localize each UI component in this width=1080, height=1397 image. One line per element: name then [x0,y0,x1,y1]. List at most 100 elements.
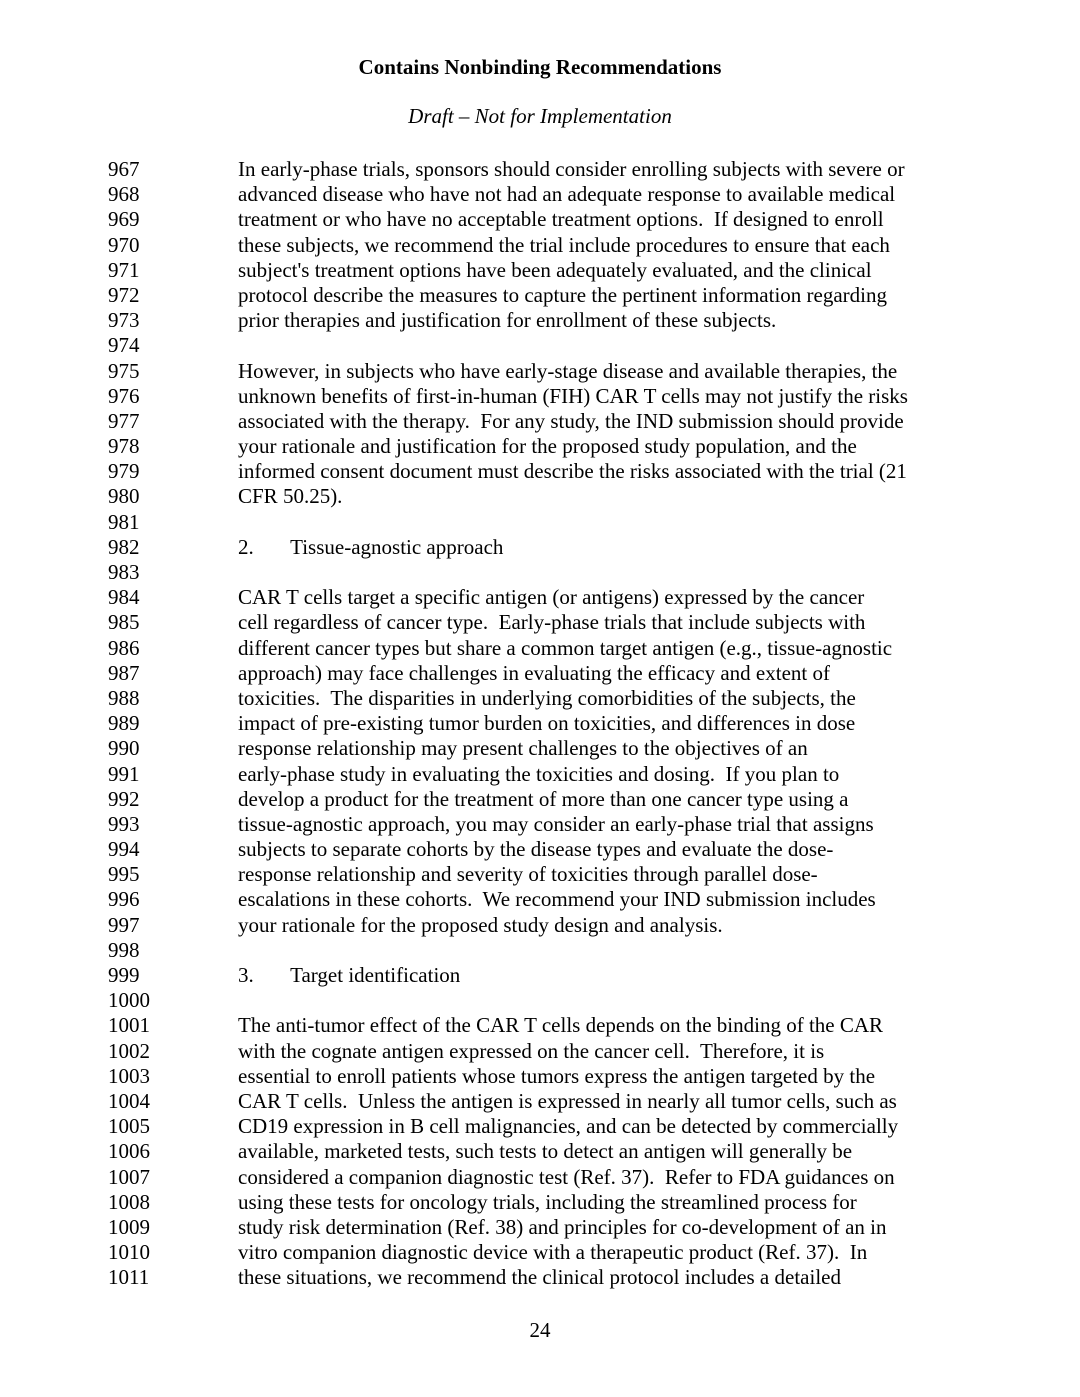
line-text: toxicities. The disparities in underlyin… [238,688,980,709]
line-number: 975 [100,361,238,382]
text-line: 985cell regardless of cancer type. Early… [100,612,980,633]
line-number: 992 [100,789,238,810]
text-line: 993tissue-agnostic approach, you may con… [100,814,980,835]
line-number: 973 [100,310,238,331]
text-line: 972protocol describe the measures to cap… [100,285,980,306]
line-text: In early-phase trials, sponsors should c… [238,159,980,180]
text-line: 971subject's treatment options have been… [100,260,980,281]
line-text: study risk determination (Ref. 38) and p… [238,1217,980,1238]
text-line: 1009study risk determination (Ref. 38) a… [100,1217,980,1238]
line-number: 967 [100,159,238,180]
text-line: 1008using these tests for oncology trial… [100,1192,980,1213]
line-text: impact of pre-existing tumor burden on t… [238,713,980,734]
line-text [238,990,980,1011]
line-text: CFR 50.25). [238,486,980,507]
line-number: 977 [100,411,238,432]
line-number: 984 [100,587,238,608]
line-text: subject's treatment options have been ad… [238,260,980,281]
line-number: 978 [100,436,238,457]
line-number: 970 [100,235,238,256]
line-number: 990 [100,738,238,759]
line-number: 998 [100,940,238,961]
line-text: response relationship and severity of to… [238,864,980,885]
text-line: 968advanced disease who have not had an … [100,184,980,205]
text-line: 976unknown benefits of first-in-human (F… [100,386,980,407]
line-number: 1002 [100,1041,238,1062]
line-number: 989 [100,713,238,734]
text-line: 977associated with the therapy. For any … [100,411,980,432]
line-number: 987 [100,663,238,684]
line-number: 980 [100,486,238,507]
text-line: 975However, in subjects who have early-s… [100,361,980,382]
line-number: 981 [100,512,238,533]
header-title-bold: Contains Nonbinding Recommendations [100,55,980,80]
line-text: vitro companion diagnostic device with a… [238,1242,980,1263]
line-text: essential to enroll patients whose tumor… [238,1066,980,1087]
line-text: prior therapies and justification for en… [238,310,980,331]
text-line: 998 [100,940,980,961]
line-text: considered a companion diagnostic test (… [238,1167,980,1188]
text-line: 981 [100,512,980,533]
line-text: However, in subjects who have early-stag… [238,361,980,382]
line-text: these subjects, we recommend the trial i… [238,235,980,256]
text-line: 986different cancer types but share a co… [100,638,980,659]
text-line: 989impact of pre-existing tumor burden o… [100,713,980,734]
text-line: 992develop a product for the treatment o… [100,789,980,810]
line-text [238,335,980,356]
text-line: 996escalations in these cohorts. We reco… [100,889,980,910]
text-line: 1002with the cognate antigen expressed o… [100,1041,980,1062]
line-number: 1005 [100,1116,238,1137]
line-number: 1010 [100,1242,238,1263]
header-title-italic: Draft – Not for Implementation [100,104,980,129]
line-text: unknown benefits of first-in-human (FIH)… [238,386,980,407]
text-line: 967In early-phase trials, sponsors shoul… [100,159,980,180]
line-number: 985 [100,612,238,633]
document-page: Contains Nonbinding Recommendations Draf… [0,0,1080,1383]
line-number: 986 [100,638,238,659]
line-text [238,562,980,583]
line-text: available, marketed tests, such tests to… [238,1141,980,1162]
line-number: 979 [100,461,238,482]
body-text: 967In early-phase trials, sponsors shoul… [100,159,980,1288]
line-number: 988 [100,688,238,709]
line-text: different cancer types but share a commo… [238,638,980,659]
line-text: these situations, we recommend the clini… [238,1267,980,1288]
text-line: 990response relationship may present cha… [100,738,980,759]
line-text: The anti-tumor effect of the CAR T cells… [238,1015,980,1036]
line-number: 1009 [100,1217,238,1238]
line-text: response relationship may present challe… [238,738,980,759]
line-number: 1008 [100,1192,238,1213]
line-number: 968 [100,184,238,205]
line-number: 1007 [100,1167,238,1188]
line-text: CD19 expression in B cell malignancies, … [238,1116,980,1137]
line-number: 994 [100,839,238,860]
text-line: 970these subjects, we recommend the tria… [100,235,980,256]
text-line: 988toxicities. The disparities in underl… [100,688,980,709]
line-text [238,940,980,961]
line-text: cell regardless of cancer type. Early-ph… [238,612,980,633]
text-line: 995response relationship and severity of… [100,864,980,885]
line-number: 997 [100,915,238,936]
line-text: approach) may face challenges in evaluat… [238,663,980,684]
line-number: 1001 [100,1015,238,1036]
line-number: 1006 [100,1141,238,1162]
text-line: 991early-phase study in evaluating the t… [100,764,980,785]
text-line: 9822. Tissue-agnostic approach [100,537,980,558]
text-line: 1006available, marketed tests, such test… [100,1141,980,1162]
line-number: 1004 [100,1091,238,1112]
line-text: escalations in these cohorts. We recomme… [238,889,980,910]
line-number: 999 [100,965,238,986]
text-line: 1011these situations, we recommend the c… [100,1267,980,1288]
text-line: 1010vitro companion diagnostic device wi… [100,1242,980,1263]
line-number: 995 [100,864,238,885]
line-text: using these tests for oncology trials, i… [238,1192,980,1213]
text-line: 980CFR 50.25). [100,486,980,507]
text-line: 1001The anti-tumor effect of the CAR T c… [100,1015,980,1036]
line-number: 969 [100,209,238,230]
line-number: 982 [100,537,238,558]
line-number: 971 [100,260,238,281]
text-line: 984CAR T cells target a specific antigen… [100,587,980,608]
text-line: 1004CAR T cells. Unless the antigen is e… [100,1091,980,1112]
line-text: 2. Tissue-agnostic approach [238,537,980,558]
line-text: tissue-agnostic approach, you may consid… [238,814,980,835]
